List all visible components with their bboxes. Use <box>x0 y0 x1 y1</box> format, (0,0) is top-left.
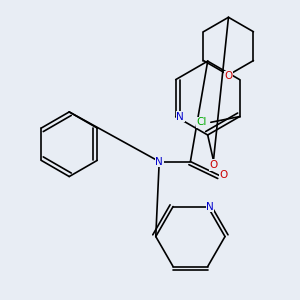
Text: N: N <box>206 202 214 212</box>
Text: O: O <box>224 71 232 81</box>
Text: N: N <box>155 157 163 166</box>
Text: N: N <box>176 112 184 122</box>
Text: O: O <box>220 170 228 180</box>
Text: Cl: Cl <box>196 117 207 127</box>
Text: O: O <box>209 160 217 170</box>
